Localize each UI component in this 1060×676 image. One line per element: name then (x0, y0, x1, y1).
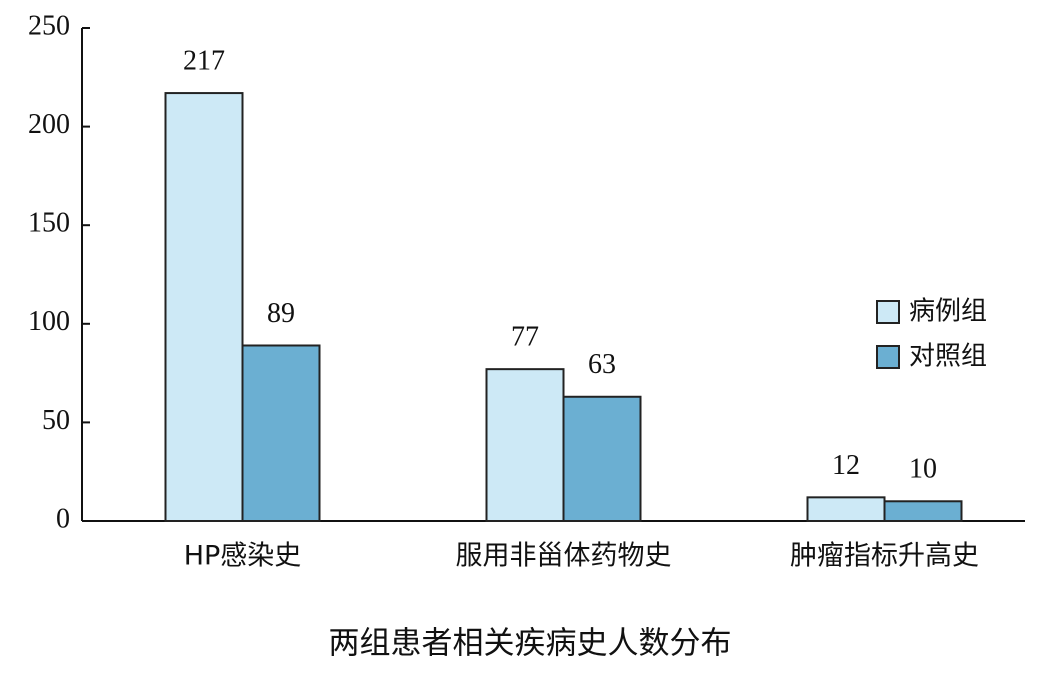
legend-label: 对照组 (909, 342, 987, 372)
value-label: 63 (588, 349, 616, 380)
value-label: 77 (511, 322, 539, 353)
x-tick-label: HP感染史 (184, 541, 302, 572)
legend-swatch (876, 300, 900, 324)
y-tick-label: 100 (28, 306, 70, 337)
y-tick-label: 0 (56, 503, 70, 534)
legend-swatch (876, 345, 900, 369)
value-label: 10 (909, 454, 937, 485)
bar (241, 344, 321, 522)
y-tick-label: 250 (28, 10, 70, 41)
bar (562, 395, 642, 523)
y-tick-label: 50 (42, 405, 70, 436)
bar (806, 496, 886, 522)
bar (883, 500, 963, 522)
value-label: 217 (183, 45, 225, 76)
y-tick-label: 200 (28, 109, 70, 140)
chart-title: 两组患者相关疾病史人数分布 (329, 626, 732, 662)
x-tick-label: 服用非甾体药物史 (456, 541, 672, 572)
bar (485, 368, 565, 522)
bar (164, 92, 244, 523)
value-label: 89 (267, 298, 295, 329)
legend-label: 病例组 (909, 297, 987, 327)
x-tick-label: 肿瘤指标升高史 (790, 541, 979, 572)
value-label: 12 (832, 450, 860, 481)
y-tick-label: 150 (28, 208, 70, 239)
